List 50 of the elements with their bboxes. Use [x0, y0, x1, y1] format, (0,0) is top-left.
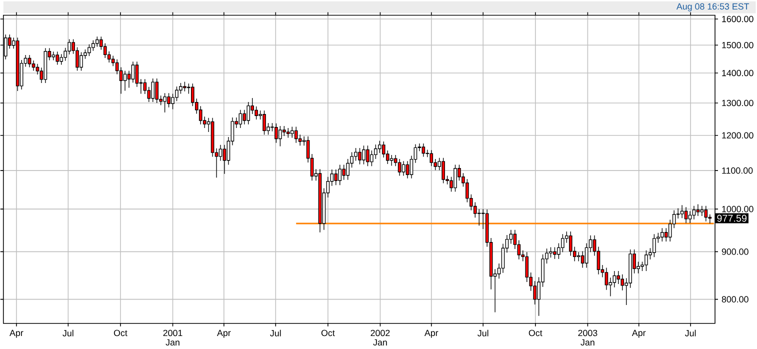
- x-tick-label: Oct: [114, 330, 128, 336]
- x-tick-label: Jul: [685, 330, 696, 336]
- candlestick: [612, 270, 616, 288]
- annotation: 977.59: [717, 214, 747, 222]
- x-tick-label: Apr: [10, 330, 24, 338]
- x-tick-label: Oct: [528, 330, 542, 336]
- candlestick: [704, 206, 708, 222]
- y-tick-label: 1400.00: [722, 70, 754, 76]
- candlestick: [318, 168, 322, 233]
- candlestick: [44, 48, 48, 84]
- candlestick: [119, 66, 123, 94]
- candlestick: [218, 144, 222, 162]
- y-tick-label: 800.00: [722, 296, 748, 303]
- x-tick-label: Jul: [478, 330, 488, 336]
- candlestick: [700, 206, 704, 216]
- x-tick-label: Apr: [632, 330, 646, 338]
- candlestick: [210, 118, 214, 158]
- x-tick-label: Oct: [321, 330, 335, 336]
- y-tick-label: 1100.00: [722, 167, 753, 174]
- candlestick: [402, 160, 406, 176]
- x-tick-label: 2003 Jan: [578, 330, 598, 346]
- candlestick: [135, 61, 139, 88]
- candlestick: [406, 160, 410, 179]
- candlestick: [696, 204, 700, 216]
- text: Aug 08 16:53 EST: [676, 3, 750, 12]
- y-tick-label: 900.00: [722, 248, 748, 255]
- candlestick: [143, 78, 147, 94]
- x-tick-label: Jul: [270, 330, 281, 336]
- candlestick: [222, 144, 226, 174]
- candlestick: [298, 134, 302, 146]
- x-tick-label: Apr: [217, 330, 231, 338]
- x-tick-label: 2001 Jan: [163, 330, 182, 346]
- y-tick-label: 1500.00: [722, 42, 754, 48]
- y-tick-label: 1600.00: [722, 16, 754, 22]
- candlestick: [390, 154, 394, 166]
- candlestick: [16, 37, 20, 92]
- candlestick: [238, 110, 242, 128]
- y-tick-label: 1300.00: [722, 100, 754, 106]
- candlestick: [422, 143, 426, 158]
- candlestick: [684, 206, 688, 224]
- candlestick: [131, 61, 135, 84]
- candlestick: [398, 158, 402, 176]
- y-tick-label: 1200.00: [722, 132, 754, 139]
- x-tick-label: Apr: [424, 330, 438, 338]
- x-tick-label: 2002 Jan: [370, 330, 390, 346]
- x-tick-label: Jul: [62, 330, 74, 336]
- candlestick: [688, 210, 692, 224]
- candlestick: [604, 267, 608, 290]
- y-tick-label: 1000.00: [722, 206, 754, 212]
- candlestick: [584, 242, 588, 268]
